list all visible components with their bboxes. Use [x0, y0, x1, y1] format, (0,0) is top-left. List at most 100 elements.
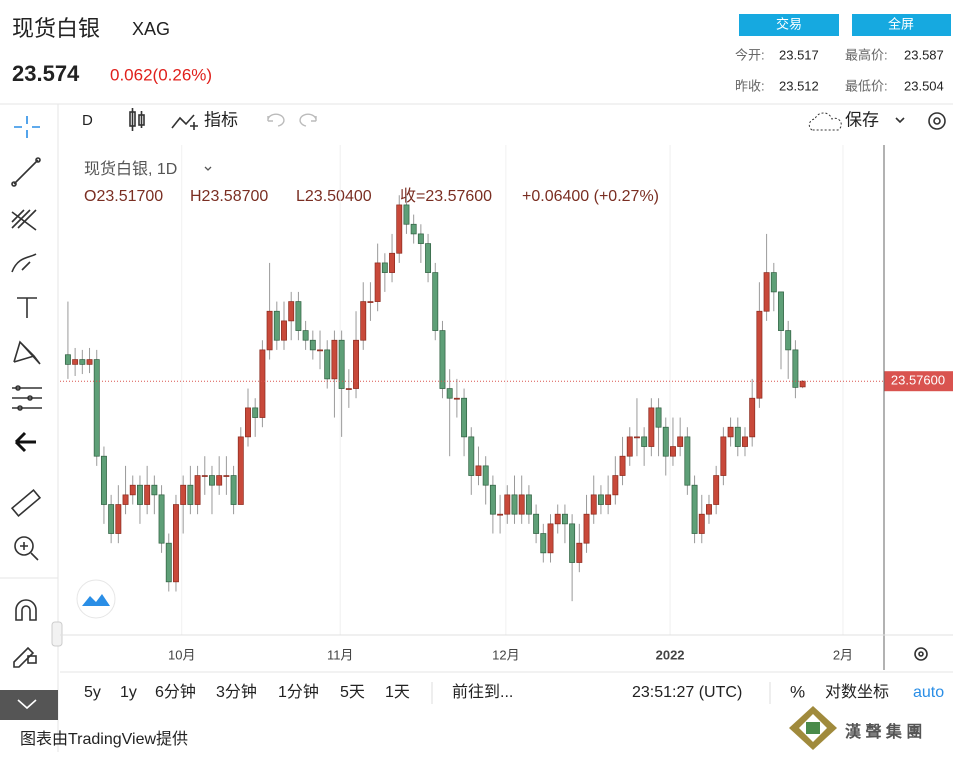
drawing-tools[interactable]	[0, 116, 58, 720]
candle-body	[655, 407, 662, 428]
candle-body	[108, 504, 115, 534]
range-button[interactable]: 1天	[385, 684, 410, 701]
candle-type-icon[interactable]	[129, 108, 145, 131]
save[interactable]: 保存	[845, 110, 879, 129]
trade-label[interactable]: 交易	[776, 16, 802, 31]
candle-body	[677, 436, 684, 447]
title-menu[interactable]	[204, 166, 212, 171]
candle-body	[533, 513, 540, 534]
candle-body	[266, 310, 273, 351]
stat-label: 昨收:	[735, 78, 765, 93]
settings-icon[interactable]	[928, 112, 946, 130]
change: 0.062(0.26%)	[110, 65, 212, 84]
candle-body	[612, 475, 619, 496]
percent-toggle[interactable]: %	[790, 682, 805, 701]
logo	[789, 706, 837, 750]
candle-body	[389, 252, 395, 273]
fullscreen-label[interactable]: 全屏	[888, 16, 914, 31]
interval[interactable]: D	[82, 112, 93, 129]
candle-body	[468, 436, 475, 476]
symbol: XAG	[132, 19, 170, 39]
range-button[interactable]: 6分钟	[155, 683, 196, 701]
range-button[interactable]: 5天	[340, 684, 365, 701]
ohlc-legend: 收=23.57600	[400, 187, 492, 205]
candle-body	[619, 455, 626, 476]
candle-body	[561, 513, 568, 525]
candle-body	[187, 484, 194, 505]
indicators[interactable]: 指标	[204, 110, 238, 129]
trade-button[interactable]	[739, 14, 839, 36]
candle-body	[432, 272, 439, 331]
candle-body	[360, 301, 367, 341]
fullscreen-button[interactable]	[852, 14, 951, 36]
candle-body	[734, 426, 741, 447]
indicators-icon[interactable]	[171, 114, 198, 130]
range-button[interactable]: 1分钟	[278, 683, 319, 701]
stat-value: 23.504	[904, 78, 944, 93]
candle-body	[547, 523, 554, 554]
range-button[interactable]: 5y	[84, 684, 101, 701]
chart-title: 现货白银, 1D	[84, 160, 177, 178]
candle-body	[100, 455, 107, 505]
candle-body	[540, 533, 547, 554]
collapse-handle[interactable]	[51, 621, 63, 647]
candle-body	[381, 262, 388, 273]
undo[interactable]	[267, 113, 285, 127]
candle-body	[331, 339, 338, 380]
ohlc-legend: O23.51700	[84, 188, 163, 205]
candle-body	[367, 301, 374, 303]
candle-body	[475, 465, 482, 476]
candle-body	[727, 426, 734, 438]
redo[interactable]	[299, 113, 317, 127]
candle-body	[216, 475, 223, 486]
ohlc-legend: +0.06400 (+0.27%)	[522, 188, 659, 205]
candle-body	[770, 272, 777, 293]
candle-body	[309, 339, 316, 351]
x-tick-label: 2022	[656, 647, 685, 662]
range-button[interactable]: 3分钟	[216, 683, 257, 701]
candle-body	[144, 484, 151, 505]
candle-body	[79, 359, 86, 365]
logo-text: 漢 聲 集 團	[845, 722, 922, 741]
candle-body	[201, 475, 208, 477]
candle-body	[583, 513, 590, 544]
candle-body	[713, 475, 720, 505]
candle-body	[497, 513, 504, 516]
candle-body	[626, 436, 633, 457]
candle-body	[288, 301, 295, 322]
settings-small[interactable]	[914, 647, 928, 661]
tradingview-badge[interactable]	[76, 579, 116, 619]
auto-toggle[interactable]: auto	[913, 684, 944, 701]
candle-body	[273, 310, 280, 341]
candle-body	[295, 301, 302, 331]
candle-body	[590, 494, 597, 515]
goto[interactable]: 前往到...	[452, 683, 513, 701]
candle-body	[158, 494, 165, 544]
price: 23.574	[12, 61, 80, 86]
cloud-icon[interactable]	[808, 112, 842, 131]
stat-label: 最低价:	[845, 78, 888, 93]
candle-body	[576, 542, 583, 563]
candle-body	[756, 310, 763, 399]
candle-body	[504, 494, 511, 515]
candle-body	[453, 397, 460, 400]
candle-body	[338, 339, 345, 389]
range-button[interactable]: 1y	[120, 684, 137, 701]
candle-body	[173, 504, 179, 583]
log-toggle[interactable]: 对数坐标	[825, 683, 889, 701]
stat-value: 23.512	[779, 78, 819, 93]
stat-value: 23.587	[904, 47, 944, 62]
candle-body	[641, 436, 648, 447]
candle-body	[194, 475, 201, 505]
candle-body	[396, 204, 403, 254]
title: 现货白银	[12, 16, 100, 41]
candle-body	[122, 494, 129, 505]
candle-body	[417, 233, 424, 244]
save-menu[interactable]	[895, 117, 905, 124]
candle-body	[742, 436, 748, 447]
clock: 23:51:27 (UTC)	[632, 684, 742, 701]
x-tick-label: 10月	[168, 647, 195, 662]
candle-body	[345, 388, 352, 390]
candle-body	[706, 504, 712, 515]
